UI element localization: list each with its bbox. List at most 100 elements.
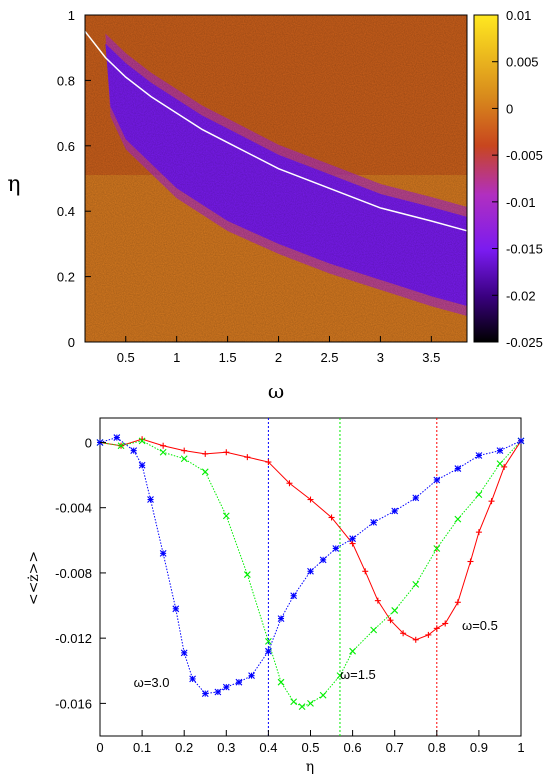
series-annotation: ω=0.5 [462, 618, 498, 633]
data-point [147, 496, 154, 503]
data-point [307, 496, 314, 503]
data-point [180, 649, 188, 657]
heatmap-xlabel: ω [268, 379, 284, 403]
data-point [425, 631, 432, 638]
line-y-tick-label: -0.016 [55, 696, 92, 711]
line-x-tick-label: 0.7 [386, 740, 404, 755]
heatmap-x-tick-label: 3.5 [422, 350, 440, 365]
colorbar-ticks: 0.01 0.005 0 -0.005 -0.01 -0.015 -0.02 -0.025 [492, 8, 543, 350]
reference-lines [267, 418, 438, 736]
data-point [454, 465, 462, 472]
heatmap-x-tick-label: 2 [275, 350, 282, 365]
data-point [244, 454, 251, 461]
heatmap-frame [84, 14, 468, 343]
data-point [286, 480, 293, 487]
data-point [223, 449, 230, 456]
colorbar-tick-label: -0.02 [506, 288, 536, 303]
data-point [214, 688, 222, 696]
data-point [349, 647, 356, 655]
data-point [412, 580, 420, 588]
data-point [222, 512, 230, 520]
heatmap-y-ticks: 0 0.2 0.4 0.6 0.8 1 [57, 8, 91, 350]
data-point [130, 447, 138, 455]
data-point [412, 494, 420, 502]
data-point [298, 703, 306, 711]
heatmap-x-ticks: 0.5 1 1.5 2 2.5 3 3.5 [117, 336, 440, 365]
heatmap-y-tick-label: 0.2 [57, 270, 75, 285]
data-point [189, 675, 197, 683]
series-annotation: ω=1.5 [340, 667, 376, 682]
data-point [454, 599, 461, 606]
data-point [412, 636, 419, 643]
line-y-tick-label: 0 [85, 435, 92, 450]
data-point [475, 491, 483, 499]
data-point [201, 690, 209, 697]
series-annotation: ω=3.0 [134, 675, 170, 690]
data-point [400, 630, 407, 637]
data-point [307, 699, 314, 707]
data-point [290, 592, 298, 600]
line-y-ticks: 0 -0.004 -0.008 -0.012 -0.016 [55, 435, 106, 711]
data-point [336, 672, 344, 680]
data-point [181, 447, 188, 454]
line-x-ticks: 0 0.1 0.2 0.3 0.4 0.5 0.6 0.7 0.8 0.9 1 [96, 730, 525, 755]
line-x-tick-label: 0.4 [259, 740, 277, 755]
colorbar-gradient [473, 14, 499, 343]
line-x-tick-label: 0.3 [217, 740, 235, 755]
data-point [370, 518, 378, 526]
data-point [349, 535, 356, 543]
data-point [159, 549, 167, 557]
data-point [113, 434, 121, 441]
heatmap-x-tick-label: 3 [377, 350, 384, 365]
data-point [387, 617, 394, 624]
data-point [517, 437, 525, 445]
colorbar-tick-label: 0 [506, 101, 513, 116]
colorbar-tick-label: 0.01 [506, 8, 531, 23]
data-point [475, 529, 482, 536]
data-point [201, 468, 209, 476]
data-point [265, 647, 272, 655]
line-chart-panel: 0 0.1 0.2 0.3 0.4 0.5 0.6 0.7 0.8 0.9 1 0 -0.004 -0.… [26, 417, 525, 775]
series-group [96, 434, 525, 711]
line-ylabel: <<ż>> [26, 551, 42, 605]
data-point [160, 442, 167, 449]
data-point [467, 558, 474, 565]
heatmap-y-tick-label: 1 [68, 8, 75, 23]
data-point [362, 568, 369, 575]
line-y-tick-label: -0.004 [55, 501, 92, 516]
data-point [475, 452, 483, 459]
line-y-tick-label: -0.008 [55, 566, 92, 581]
series-annotations: ω=3.0 ω=1.5 ω=0.5 [134, 618, 498, 690]
data-point [374, 597, 381, 604]
data-point [290, 698, 298, 706]
heatmap-y-tick-label: 0.4 [57, 204, 75, 219]
line-x-tick-label: 0.6 [344, 740, 362, 755]
line-x-tick-label: 0.2 [175, 740, 193, 755]
data-point [501, 463, 508, 470]
heatmap-x-tick-label: 2.5 [320, 350, 338, 365]
heatmap-y-tick-label: 0 [68, 335, 75, 350]
data-point [433, 625, 440, 632]
data-point [391, 507, 399, 515]
data-point [138, 437, 146, 445]
data-point [328, 514, 335, 521]
data-point [277, 678, 285, 686]
data-point [391, 607, 399, 614]
series-star [96, 434, 525, 697]
colorbar: 0.01 0.005 0 -0.005 -0.01 -0.015 -0.02 -0.025 [473, 8, 543, 350]
data-point [159, 448, 167, 456]
data-point [454, 515, 462, 523]
line-xlabel: η [306, 759, 314, 775]
data-point [222, 683, 230, 691]
data-point [488, 498, 495, 505]
heatmap-panel: 0.5 1 1.5 2 2.5 3 3.5 0 0.2 0.4 0.6 0.8 1 ω η [7, 8, 468, 403]
data-point [265, 638, 272, 645]
data-point [277, 615, 285, 622]
data-point [265, 459, 272, 466]
data-point [496, 460, 504, 468]
data-point [332, 545, 340, 552]
data-point [370, 626, 378, 634]
data-point [117, 442, 125, 450]
series-line [99, 437, 522, 695]
